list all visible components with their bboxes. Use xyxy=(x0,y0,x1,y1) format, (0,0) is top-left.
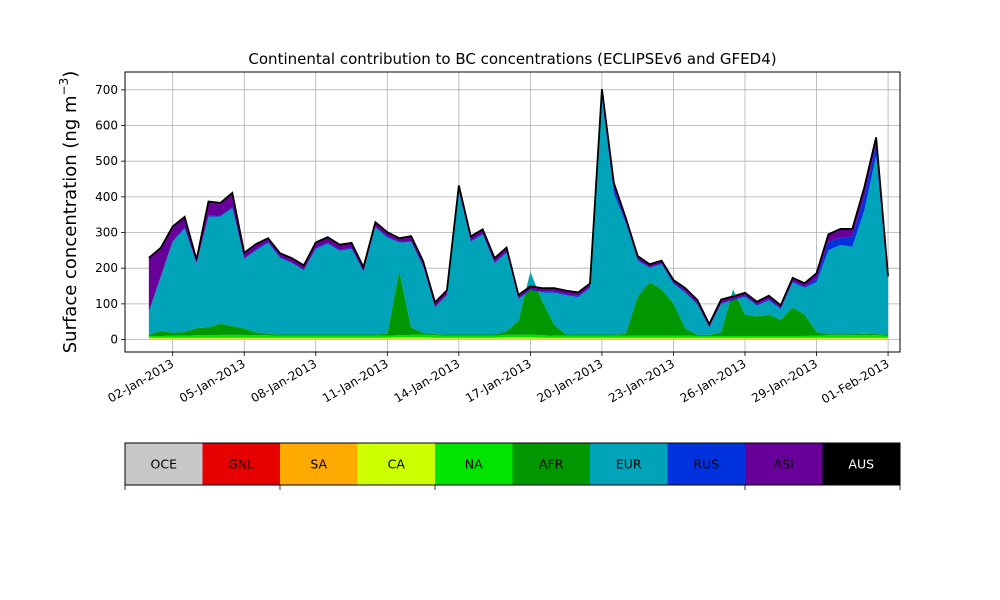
x-tick-label: 08-Jan-2013 xyxy=(248,356,319,405)
legend-swatch-na xyxy=(435,443,513,485)
legend-label-ca: CA xyxy=(388,457,406,472)
x-tick-label: 20-Jan-2013 xyxy=(535,356,606,405)
y-axis-label-unit-exponent: −3 xyxy=(57,78,71,96)
legend-label-afr: AFR xyxy=(539,457,564,472)
legend-frame xyxy=(124,442,901,486)
legend-swatch-asi xyxy=(745,443,823,485)
legend-label-gnl: GNL xyxy=(228,457,254,472)
legend-label-eur: EUR xyxy=(616,457,642,472)
y-tick-label: 200 xyxy=(95,261,118,275)
x-tick-label: 29-Jan-2013 xyxy=(749,356,820,405)
y-tick-label: 700 xyxy=(95,83,118,97)
y-tick-label: 400 xyxy=(95,190,118,204)
x-tick-label: 23-Jan-2013 xyxy=(606,356,677,405)
legend-label-aus: AUS xyxy=(848,457,874,472)
legend-label-oce: OCE xyxy=(151,457,178,472)
chart-title: Continental contribution to BC concentra… xyxy=(248,50,776,68)
legend-swatch-aus xyxy=(822,443,900,485)
color-legend: OCE GNL SA CA NA AFR EUR RUS ASI AUS xyxy=(124,442,901,490)
legend-label-asi: ASI xyxy=(774,457,794,472)
legend-swatch-sa xyxy=(280,443,358,485)
area-series-afr xyxy=(148,271,889,336)
x-tick-label: 11-Jan-2013 xyxy=(320,356,391,405)
y-tick-label: 500 xyxy=(95,154,118,168)
y-tick-label: 300 xyxy=(95,226,118,240)
y-tick-label: 100 xyxy=(95,297,118,311)
x-tick-label: 14-Jan-2013 xyxy=(392,356,463,405)
legend-label-sa: SA xyxy=(310,457,327,472)
legend-swatch-oce xyxy=(125,443,203,485)
y-axis-label-close: ) xyxy=(60,71,81,78)
area-layer xyxy=(148,89,889,340)
x-tick-label: 02-Jan-2013 xyxy=(105,356,176,405)
legend-swatch-afr xyxy=(512,443,590,485)
x-tick-label: 05-Jan-2013 xyxy=(177,356,248,405)
legend-swatch-rus xyxy=(667,443,745,485)
area-series-ca xyxy=(148,337,889,339)
y-tick-label: 600 xyxy=(95,119,118,133)
y-axis-label: Surface concentration (ng m−3) xyxy=(57,71,81,354)
area-series-oce xyxy=(148,338,889,340)
total-line xyxy=(148,89,889,327)
area-series-na xyxy=(148,334,889,338)
y-axis-label-main: Surface concentration (ng m xyxy=(60,95,81,353)
legend-label-rus: RUS xyxy=(693,457,719,472)
x-tick-label: 01-Feb-2013 xyxy=(819,356,892,406)
legend-swatch-gnl xyxy=(202,443,280,485)
legend-swatch-eur xyxy=(590,443,668,485)
legend-swatch-ca xyxy=(357,443,435,485)
area-series-eur xyxy=(148,99,889,335)
x-tick-label: 26-Jan-2013 xyxy=(678,356,749,405)
plot-frame xyxy=(124,71,901,353)
y-tick-label: 0 xyxy=(110,333,118,347)
legend-label-na: NA xyxy=(465,457,483,472)
x-tick-label: 17-Jan-2013 xyxy=(463,356,534,405)
